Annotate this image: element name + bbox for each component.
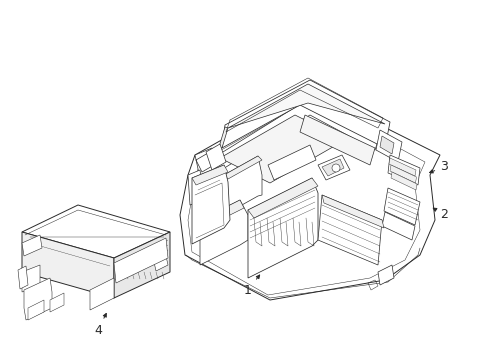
Polygon shape	[379, 136, 393, 154]
Text: 1: 1	[244, 275, 259, 297]
Polygon shape	[219, 127, 227, 148]
Polygon shape	[28, 300, 44, 320]
Polygon shape	[222, 80, 389, 148]
Polygon shape	[389, 165, 416, 183]
Polygon shape	[390, 172, 416, 190]
Polygon shape	[118, 256, 132, 271]
Polygon shape	[187, 170, 203, 205]
Polygon shape	[114, 238, 168, 283]
Polygon shape	[180, 90, 439, 300]
Text: 2: 2	[432, 208, 447, 221]
Polygon shape	[321, 195, 383, 228]
Polygon shape	[227, 84, 384, 128]
Polygon shape	[200, 200, 247, 265]
Polygon shape	[22, 205, 170, 258]
Polygon shape	[200, 200, 244, 228]
Polygon shape	[247, 178, 317, 218]
Polygon shape	[154, 256, 168, 271]
Polygon shape	[383, 188, 419, 225]
Polygon shape	[267, 145, 315, 180]
Polygon shape	[224, 156, 262, 215]
Polygon shape	[377, 265, 393, 285]
Circle shape	[331, 164, 339, 172]
Polygon shape	[317, 155, 349, 180]
Polygon shape	[22, 232, 114, 298]
Polygon shape	[50, 293, 64, 312]
Polygon shape	[381, 212, 414, 240]
Polygon shape	[24, 278, 52, 320]
Polygon shape	[114, 232, 170, 298]
Polygon shape	[321, 159, 343, 176]
Polygon shape	[317, 195, 381, 265]
Polygon shape	[388, 158, 415, 176]
Polygon shape	[192, 165, 227, 185]
Polygon shape	[18, 266, 28, 289]
Polygon shape	[299, 115, 374, 165]
Polygon shape	[22, 235, 42, 256]
Polygon shape	[387, 155, 419, 185]
Text: 4: 4	[94, 314, 106, 337]
Polygon shape	[247, 178, 317, 278]
Text: 3: 3	[429, 161, 447, 174]
Polygon shape	[90, 278, 114, 310]
Polygon shape	[220, 115, 345, 183]
Polygon shape	[205, 144, 225, 170]
Polygon shape	[192, 165, 229, 244]
Polygon shape	[375, 130, 401, 162]
Polygon shape	[224, 156, 262, 179]
Polygon shape	[195, 148, 218, 178]
Polygon shape	[136, 256, 150, 271]
Polygon shape	[209, 98, 379, 172]
Polygon shape	[22, 265, 40, 292]
